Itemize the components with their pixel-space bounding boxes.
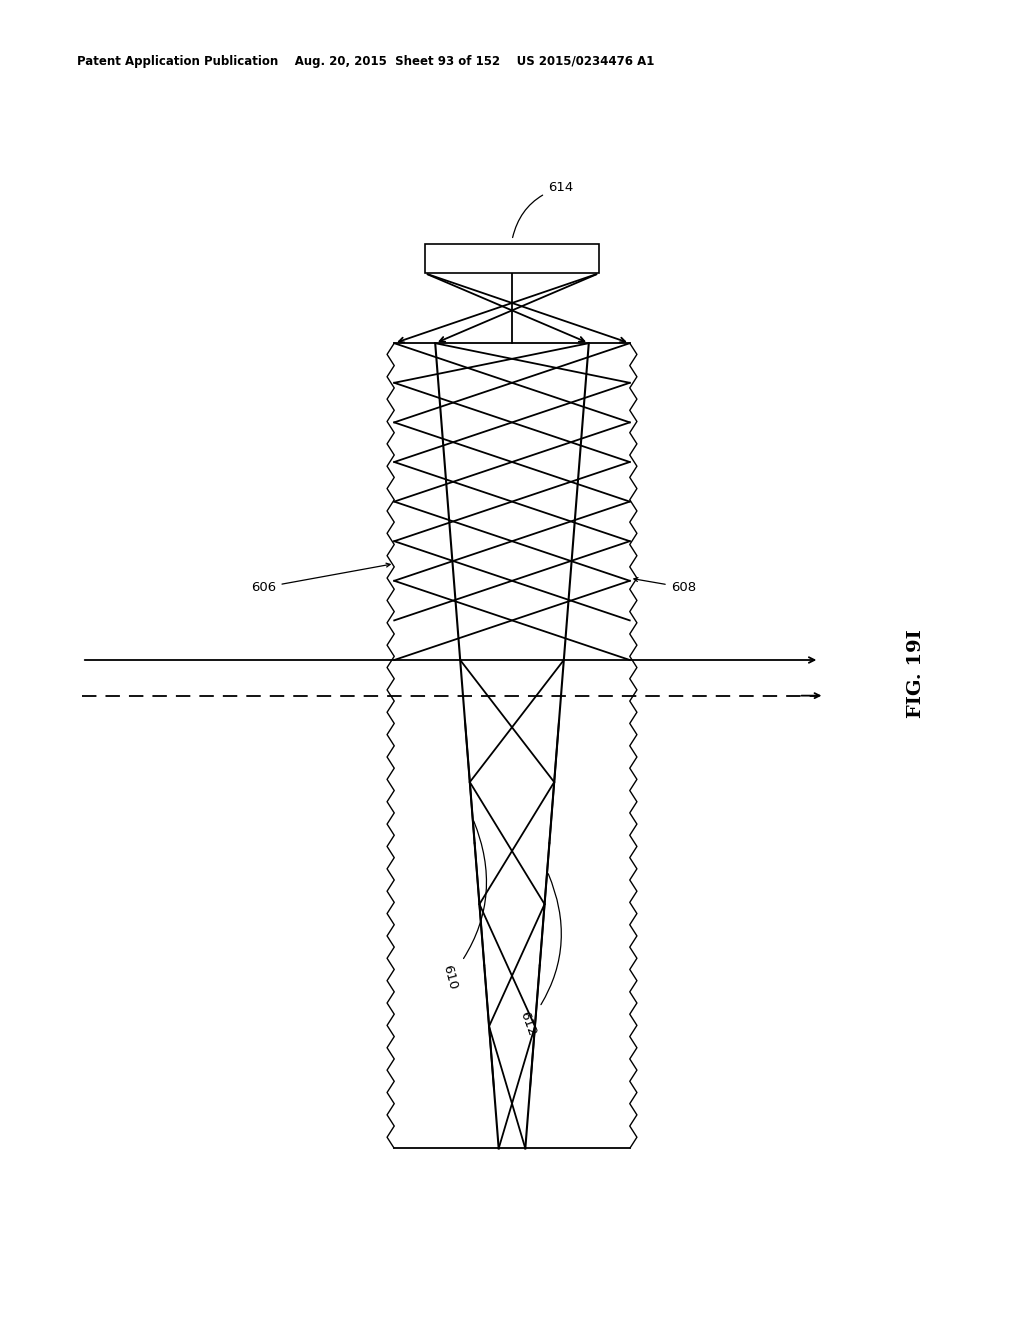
- Text: 608: 608: [634, 578, 696, 594]
- Text: Patent Application Publication    Aug. 20, 2015  Sheet 93 of 152    US 2015/0234: Patent Application Publication Aug. 20, …: [77, 55, 654, 69]
- Text: 610: 610: [440, 821, 486, 991]
- Text: FIG. 19I: FIG. 19I: [907, 628, 926, 718]
- Text: 614: 614: [513, 181, 573, 238]
- Bar: [425, 244, 599, 273]
- Text: 612: 612: [517, 874, 561, 1038]
- Text: 606: 606: [251, 564, 390, 594]
